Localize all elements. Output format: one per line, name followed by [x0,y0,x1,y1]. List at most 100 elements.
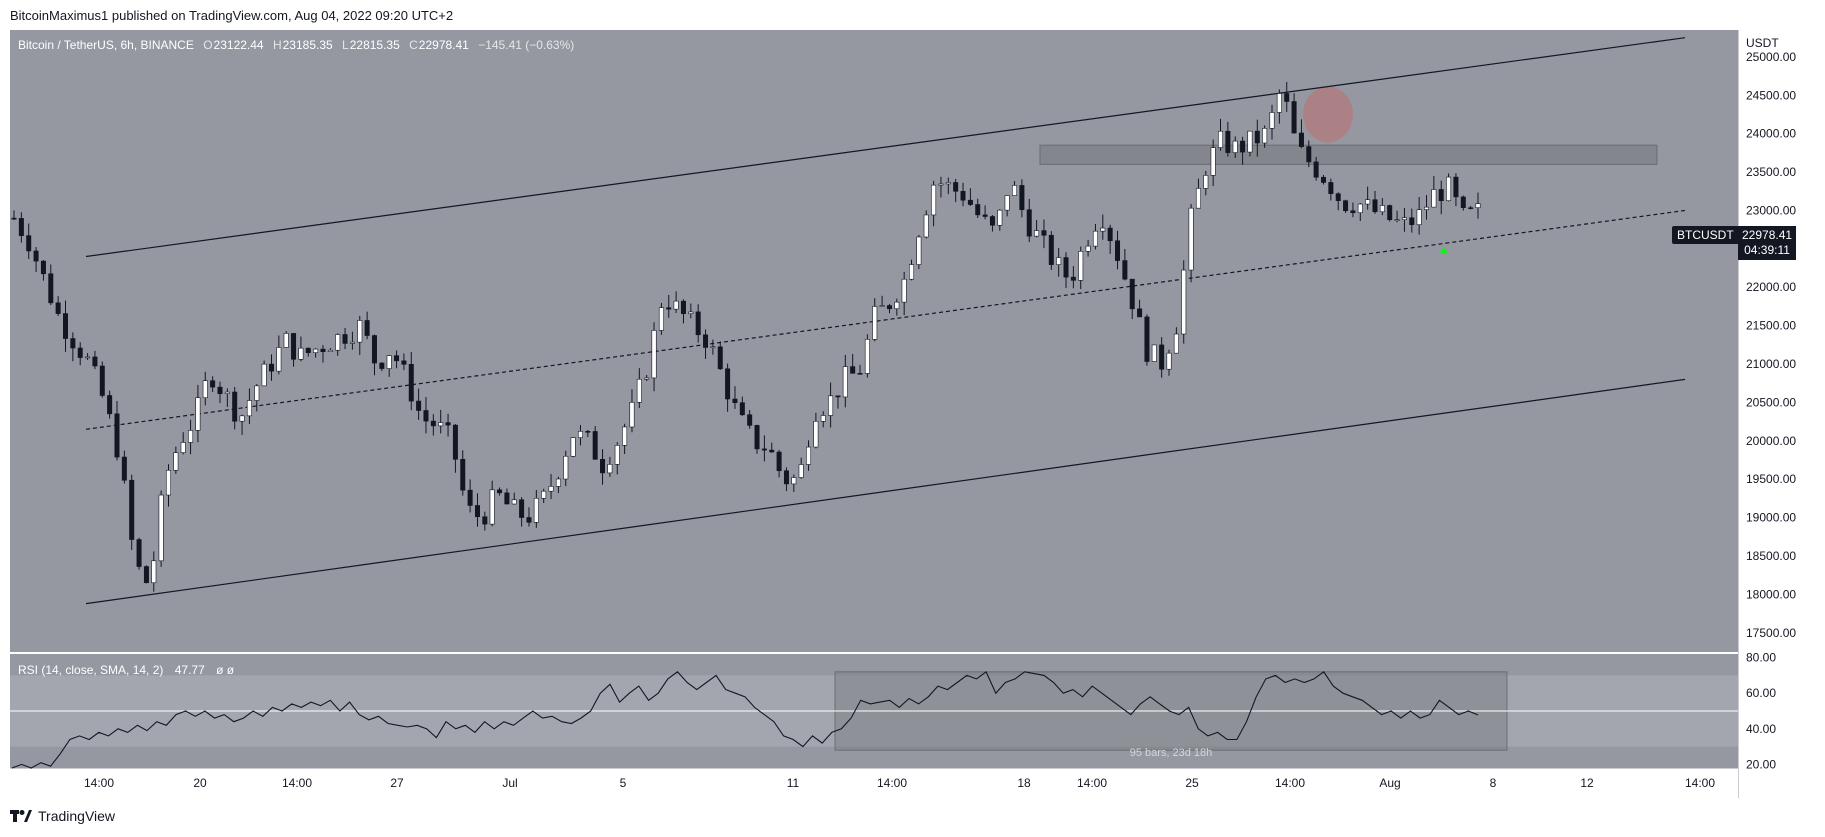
price-unit-label: USDT [1746,36,1779,50]
candle-down [210,380,216,388]
candle-up [224,391,230,394]
candle-down [967,199,973,205]
candle-up [1085,245,1091,252]
candle-up [651,330,657,379]
time-tick-label: 20 [193,776,207,790]
candle-down [497,489,503,494]
candle-up [563,455,569,480]
candle-up [511,499,517,505]
candle-up [879,305,885,307]
candle-down [48,273,54,304]
candle-up [298,347,304,360]
candle-up [798,464,804,478]
candle-up [894,301,900,310]
time-tick-label: 14:00 [84,776,114,790]
candle-up [923,214,929,238]
candle-down [107,395,113,415]
candle-down [504,492,510,505]
time-axis[interactable]: 14:00 20 14:00 27 Jul 5 11 14:00 18 14:00 25 14:00 A… [84,776,1715,790]
candle-down [1048,234,1054,265]
candle-down [217,386,223,394]
candle-up [1379,205,1385,213]
candle-up [541,490,547,499]
candle-up [151,560,157,584]
footer-brand-label: TradingView [38,808,116,824]
time-tick-label: 14:00 [877,776,907,790]
low-label: L [342,38,349,52]
rsi-tick-label: 80.00 [1746,651,1776,665]
trendlines-layer[interactable] [85,37,1686,605]
candle-up [1004,195,1010,211]
candle-down [769,449,775,453]
time-tick-label: 14:00 [1275,776,1305,790]
price-axis[interactable]: 17500.00 18000.00 18500.00 19000.00 19500.00… [1746,50,1796,640]
candle-down [401,360,407,365]
candle-up [349,341,355,344]
axis-border [1738,30,1739,798]
footer-brand[interactable]: TradingView [10,808,115,824]
candle-up [1357,203,1363,214]
candle-up [1446,176,1452,202]
candle-up [688,311,694,314]
candle-up [916,236,922,265]
candle-down [1144,316,1150,362]
candle-down [850,366,856,374]
candle-down [519,499,525,518]
candle-down [40,260,46,275]
candle-up [1424,206,1430,210]
price-pane[interactable] [10,30,1738,652]
candle-up [864,339,870,374]
zones-layer [1039,86,1658,165]
candle-up [791,477,797,485]
candle-down [11,217,17,220]
candle-down [680,300,686,314]
candle-down [394,355,400,362]
bar-countdown: 04:39:11 [1744,243,1790,257]
candle-down [886,305,892,310]
candle-up [806,446,812,465]
candle-down [114,413,120,458]
close-value: 22978.41 [418,38,469,52]
candle-up [1203,175,1209,189]
candle-up [1401,217,1407,220]
candle-up [261,363,267,387]
candle-down [1129,278,1135,310]
candle-down [467,489,473,506]
candle-down [1372,199,1378,213]
candle-up [1195,188,1201,209]
candle-up [1276,93,1282,113]
rsi-value: 47.77 [174,663,205,677]
close-label: C [409,38,418,52]
candle-up [909,264,915,280]
candle-down [291,333,297,360]
candle-down [1107,227,1113,242]
candle-down [717,346,723,370]
candle-down [1298,132,1304,147]
candle-down [666,307,672,310]
candle-down [1063,257,1069,278]
candle-down [1254,130,1260,144]
candle-down [232,391,238,422]
candle-down [1019,185,1025,211]
price-tick-label: 25000.00 [1746,50,1796,64]
time-tick-label: 14:00 [1685,776,1715,790]
candle-down [136,539,142,567]
candle-down [1468,207,1474,209]
time-tick-label: 25 [1185,776,1199,790]
publisher-header: BitcoinMaximus1 published on TradingView… [10,8,454,23]
highlight-circle [1303,86,1353,143]
candle-down [460,459,466,491]
candle-down [1343,200,1349,212]
rsi-tick-label: 20.00 [1746,757,1776,771]
candle-up [335,334,341,351]
candle-down [430,420,436,427]
candle-up [438,422,444,427]
candle-down [1321,176,1327,183]
candle-down [26,235,32,252]
candle-up [997,209,1003,226]
candle-up [386,355,392,369]
price-tick-label: 17500.00 [1746,626,1796,640]
channel-line [85,37,1686,258]
candle-up [246,400,252,417]
